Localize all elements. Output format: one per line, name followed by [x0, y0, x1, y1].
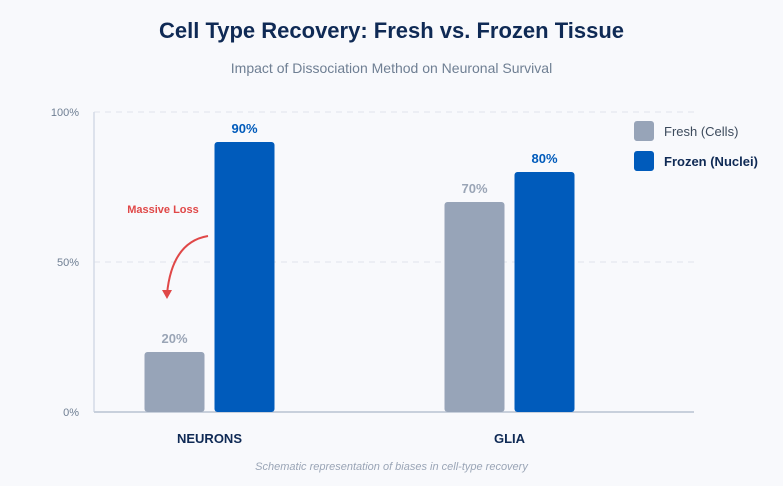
- y-tick-label: 100%: [51, 107, 79, 119]
- legend-label-fresh: Fresh (Cells): [664, 124, 738, 139]
- annotation-text: Massive Loss: [127, 204, 199, 216]
- legend-label-frozen: Frozen (Nuclei): [664, 154, 758, 169]
- y-tick-label: 50%: [57, 257, 79, 269]
- value-label: 20%: [161, 331, 187, 346]
- chart-title: Cell Type Recovery: Fresh vs. Frozen Tis…: [158, 18, 625, 43]
- legend-swatch-fresh: [634, 121, 654, 141]
- annotation-massive-loss: Massive Loss: [127, 204, 209, 299]
- annotation-arrow: [166, 235, 209, 295]
- y-axis-ticks: 0% 50% 100%: [51, 107, 79, 419]
- bar-glia-frozen: [514, 172, 575, 412]
- category-label-glia: GLIA: [494, 431, 526, 446]
- category-label-neurons: NEURONS: [177, 431, 242, 446]
- bars: [144, 142, 575, 412]
- legend: Fresh (Cells) Frozen (Nuclei): [634, 121, 758, 171]
- value-labels: 20% 90% 70% 80%: [161, 121, 557, 346]
- bar-neurons-fresh: [144, 352, 205, 412]
- grid-lines: [94, 111, 694, 263]
- annotation-arrowhead-icon: [162, 290, 172, 299]
- chart-subtitle: Impact of Dissociation Method on Neurona…: [230, 60, 553, 76]
- chart-footnote: Schematic representation of biases in ce…: [255, 461, 528, 473]
- y-tick-label: 0%: [63, 407, 79, 419]
- bar-glia-fresh: [444, 202, 505, 412]
- bar-neurons-frozen: [214, 142, 275, 412]
- value-label: 70%: [461, 181, 487, 196]
- category-labels: NEURONS GLIA: [177, 431, 526, 446]
- value-label: 80%: [531, 151, 557, 166]
- legend-swatch-frozen: [634, 151, 654, 171]
- value-label: 90%: [231, 121, 257, 136]
